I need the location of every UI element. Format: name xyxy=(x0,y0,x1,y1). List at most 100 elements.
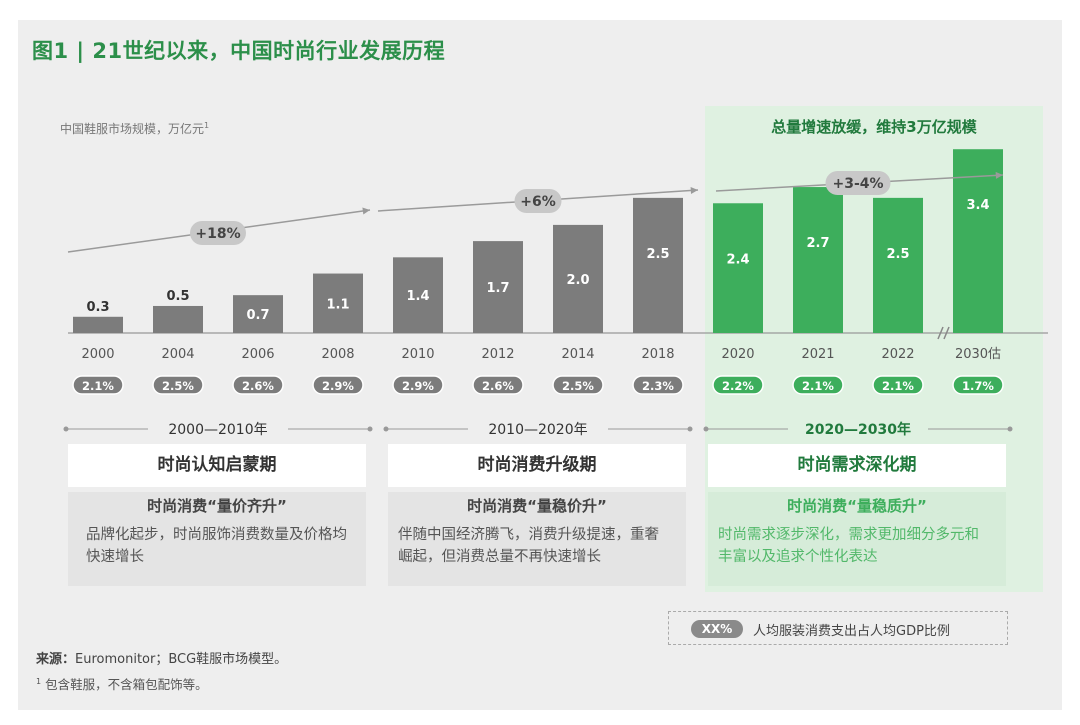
bar-2018 xyxy=(633,197,683,333)
growth-badge xyxy=(825,171,891,195)
period-name-box-1: 时尚认知启蒙期 xyxy=(68,444,366,487)
bar-2010 xyxy=(393,257,443,333)
bar-value-label: 1.7 xyxy=(486,281,509,296)
gdp-share-badge xyxy=(712,375,764,395)
gdp-share-label: 2.6% xyxy=(482,379,514,393)
period-name-box-2: 时尚消费升级期 xyxy=(388,444,686,487)
gdp-share-label: 2.6% xyxy=(242,379,274,393)
gdp-share-label: 2.1% xyxy=(802,379,834,393)
bar-value-label: 0.7 xyxy=(246,308,269,323)
period-detail-bg-2 xyxy=(388,492,686,586)
gdp-share-label: 2.2% xyxy=(722,379,754,393)
x-tick-label: 2008 xyxy=(321,347,354,362)
bar-value-label: 1.4 xyxy=(406,289,429,304)
period-range-dot xyxy=(383,426,389,432)
gdp-share-badge xyxy=(232,375,284,395)
bar-value-label: 2.5 xyxy=(886,247,909,262)
gdp-share-label: 2.1% xyxy=(882,379,914,393)
period-range-dot xyxy=(1007,426,1013,432)
footnote-text: 包含鞋服，不含箱包配饰等。 xyxy=(45,677,208,692)
gdp-share-badge xyxy=(312,375,364,395)
x-tick-label: 2010 xyxy=(401,347,434,362)
gdp-share-label: 2.3% xyxy=(642,379,674,393)
period-detail-bg-1 xyxy=(68,492,366,586)
bar-2030估 xyxy=(953,149,1003,333)
growth-rate-label: +3-4% xyxy=(832,176,883,192)
growth-rate-label: +18% xyxy=(195,226,240,242)
period-range-label: 2020—2030年 xyxy=(805,421,911,438)
bar-value-label: 1.1 xyxy=(326,297,349,312)
period-theme-3: 时尚消费“量稳质升” xyxy=(787,497,927,515)
legend: XX% 人均服装消费支出占人均GDP比例 xyxy=(668,611,1008,645)
bar-value-label: 3.4 xyxy=(966,198,989,213)
period-theme-2: 时尚消费“量稳价升” xyxy=(467,497,607,515)
gdp-share-label: 2.5% xyxy=(562,379,594,393)
gdp-share-badge xyxy=(792,375,844,395)
bar-2022 xyxy=(873,197,923,333)
figure-card: 图1 | 21世纪以来，中国时尚行业发展历程 总量增速放缓，维持3万亿规模 中国… xyxy=(18,20,1062,710)
bar-2008 xyxy=(313,273,363,333)
gdp-share-badge xyxy=(952,375,1004,395)
gdp-share-badge xyxy=(392,375,444,395)
bar-2004 xyxy=(153,305,203,333)
period-description-3: 时尚需求逐步深化，需求更加细分多元和丰富以及追求个性化表达 xyxy=(718,527,979,565)
axis-break-mark xyxy=(937,326,944,340)
period-name-box-3: 时尚需求深化期 xyxy=(708,444,1006,487)
growth-arrow-head xyxy=(995,171,1003,179)
gdp-share-badge xyxy=(472,375,524,395)
x-tick-label: 2018 xyxy=(641,347,674,362)
period-description-1: 品牌化起步，时尚服饰消费数量及价格均快速增长 xyxy=(86,527,347,565)
period-range-dot xyxy=(63,426,69,432)
x-tick-label: 2022 xyxy=(881,347,914,362)
x-tick-label: 2004 xyxy=(161,347,194,362)
bar-2021 xyxy=(793,187,843,333)
bar-2006 xyxy=(233,295,283,333)
period-range-label: 2010—2020年 xyxy=(488,422,587,438)
gdp-share-badge xyxy=(632,375,684,395)
bar-2000 xyxy=(73,316,123,333)
x-tick-label: 2012 xyxy=(481,347,514,362)
gdp-share-badge xyxy=(72,375,124,395)
y-axis-label: 中国鞋服市场规模，万亿元1 xyxy=(60,120,209,137)
x-tick-label: 2000 xyxy=(81,347,114,362)
bar-chart: 0.3 2000 2.1% 0.5 2004 2.5% 0.7 2006 2.6% 1.1 2008… xyxy=(63,149,1048,438)
source-label: 来源： xyxy=(36,652,76,667)
growth-arrow-head xyxy=(362,207,370,215)
period-range-label: 2000—2010年 xyxy=(168,422,267,438)
growth-arrow-head xyxy=(690,186,698,194)
gdp-share-badge xyxy=(872,375,924,395)
x-tick-label: 2020 xyxy=(721,347,754,362)
gdp-share-label: 2.1% xyxy=(82,379,114,393)
period-range-dot xyxy=(703,426,709,432)
period-range-dot xyxy=(687,426,693,432)
x-tick-label: 2021 xyxy=(801,347,834,362)
axis-break-mark xyxy=(943,326,950,340)
figure-title: 图1 | 21世纪以来，中国时尚行业发展历程 xyxy=(32,39,446,63)
bar-2020 xyxy=(713,203,763,333)
gdp-share-label: 2.9% xyxy=(322,379,354,393)
growth-badge xyxy=(514,189,562,213)
x-tick-label: 2006 xyxy=(241,347,274,362)
source-text: Euromonitor；BCG鞋服市场模型。 xyxy=(75,652,288,667)
bar-value-label: 2.7 xyxy=(806,236,829,251)
gdp-share-label: 2.5% xyxy=(162,379,194,393)
gdp-share-label: 1.7% xyxy=(962,379,994,393)
bar-2012 xyxy=(473,241,523,333)
period-theme-1: 时尚消费“量价齐升” xyxy=(147,497,287,515)
bar-value-label: 0.5 xyxy=(166,289,189,304)
period-detail-bg-3 xyxy=(708,492,1006,586)
gdp-share-badge xyxy=(152,375,204,395)
y-axis-label-footnote-mark: 1 xyxy=(204,121,210,130)
gdp-share-badge xyxy=(552,375,604,395)
x-tick-label: 2014 xyxy=(561,347,594,362)
bar-2014 xyxy=(553,224,603,333)
bar-value-label: 0.3 xyxy=(86,300,109,315)
gdp-share-label: 2.9% xyxy=(402,379,434,393)
growth-rate-label: +6% xyxy=(520,194,556,210)
x-tick-label: 2030估 xyxy=(955,347,1001,362)
period-description-2: 伴随中国经济腾飞，消费升级提速，重奢崛起，但消费总量不再快速增长 xyxy=(398,527,659,565)
footnote: 1 包含鞋服，不含箱包配饰等。 xyxy=(36,674,208,693)
y-axis-label-text: 中国鞋服市场规模，万亿元 xyxy=(60,122,205,136)
forecast-panel-title: 总量增速放缓，维持3万亿规模 xyxy=(771,118,977,136)
bar-value-label: 2.5 xyxy=(646,247,669,262)
